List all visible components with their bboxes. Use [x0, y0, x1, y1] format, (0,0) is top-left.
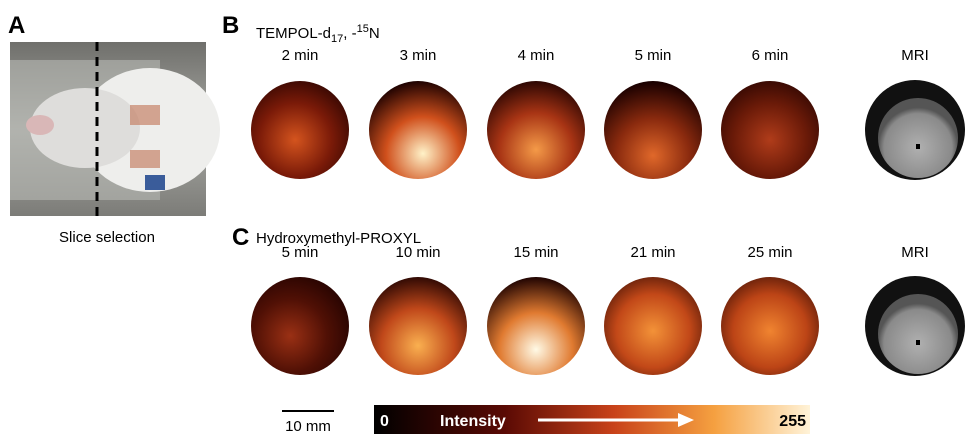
epr-image — [487, 277, 585, 375]
panel-label: B — [222, 12, 239, 39]
epr-image — [251, 81, 349, 179]
time-label: 5 min — [635, 47, 672, 64]
scale-label: 10 mm — [285, 418, 331, 435]
time-label: 10 min — [395, 244, 440, 261]
mri-image — [865, 80, 965, 180]
figure: A Slice selection B TEMPOL-d17, -15N C H… — [0, 0, 972, 435]
epr-image — [604, 81, 702, 179]
colorbar-min: 0 — [380, 413, 389, 430]
time-label: 3 min — [400, 47, 437, 64]
title-text: N — [369, 25, 380, 42]
colorbar-max: 255 — [779, 413, 806, 430]
title-text: , - — [343, 25, 356, 42]
mri-label: MRI — [901, 47, 929, 64]
epr-image — [369, 81, 467, 179]
panel-label: A — [8, 12, 25, 39]
time-label: 25 min — [747, 244, 792, 261]
panel-title: TEMPOL-d17, -15N — [256, 23, 380, 45]
panel-label: C — [232, 224, 249, 251]
title-superscript: 15 — [357, 23, 369, 35]
epr-image — [251, 277, 349, 375]
epr-image — [604, 277, 702, 375]
epr-image — [721, 277, 819, 375]
time-label: 6 min — [752, 47, 789, 64]
time-label: 2 min — [282, 47, 319, 64]
time-label: 15 min — [513, 244, 558, 261]
time-label: 21 min — [630, 244, 675, 261]
title-text: TEMPOL-d — [256, 25, 331, 42]
caption: Slice selection — [59, 229, 155, 246]
epr-image — [369, 277, 467, 375]
time-label: 4 min — [518, 47, 555, 64]
mri-label: MRI — [901, 244, 929, 261]
title-subscript: 17 — [331, 33, 343, 45]
epr-image — [487, 81, 585, 179]
epr-image — [721, 81, 819, 179]
time-label: 5 min — [282, 244, 319, 261]
mri-image — [865, 276, 965, 376]
photo — [10, 42, 220, 216]
colorbar-label: Intensity — [440, 413, 506, 430]
